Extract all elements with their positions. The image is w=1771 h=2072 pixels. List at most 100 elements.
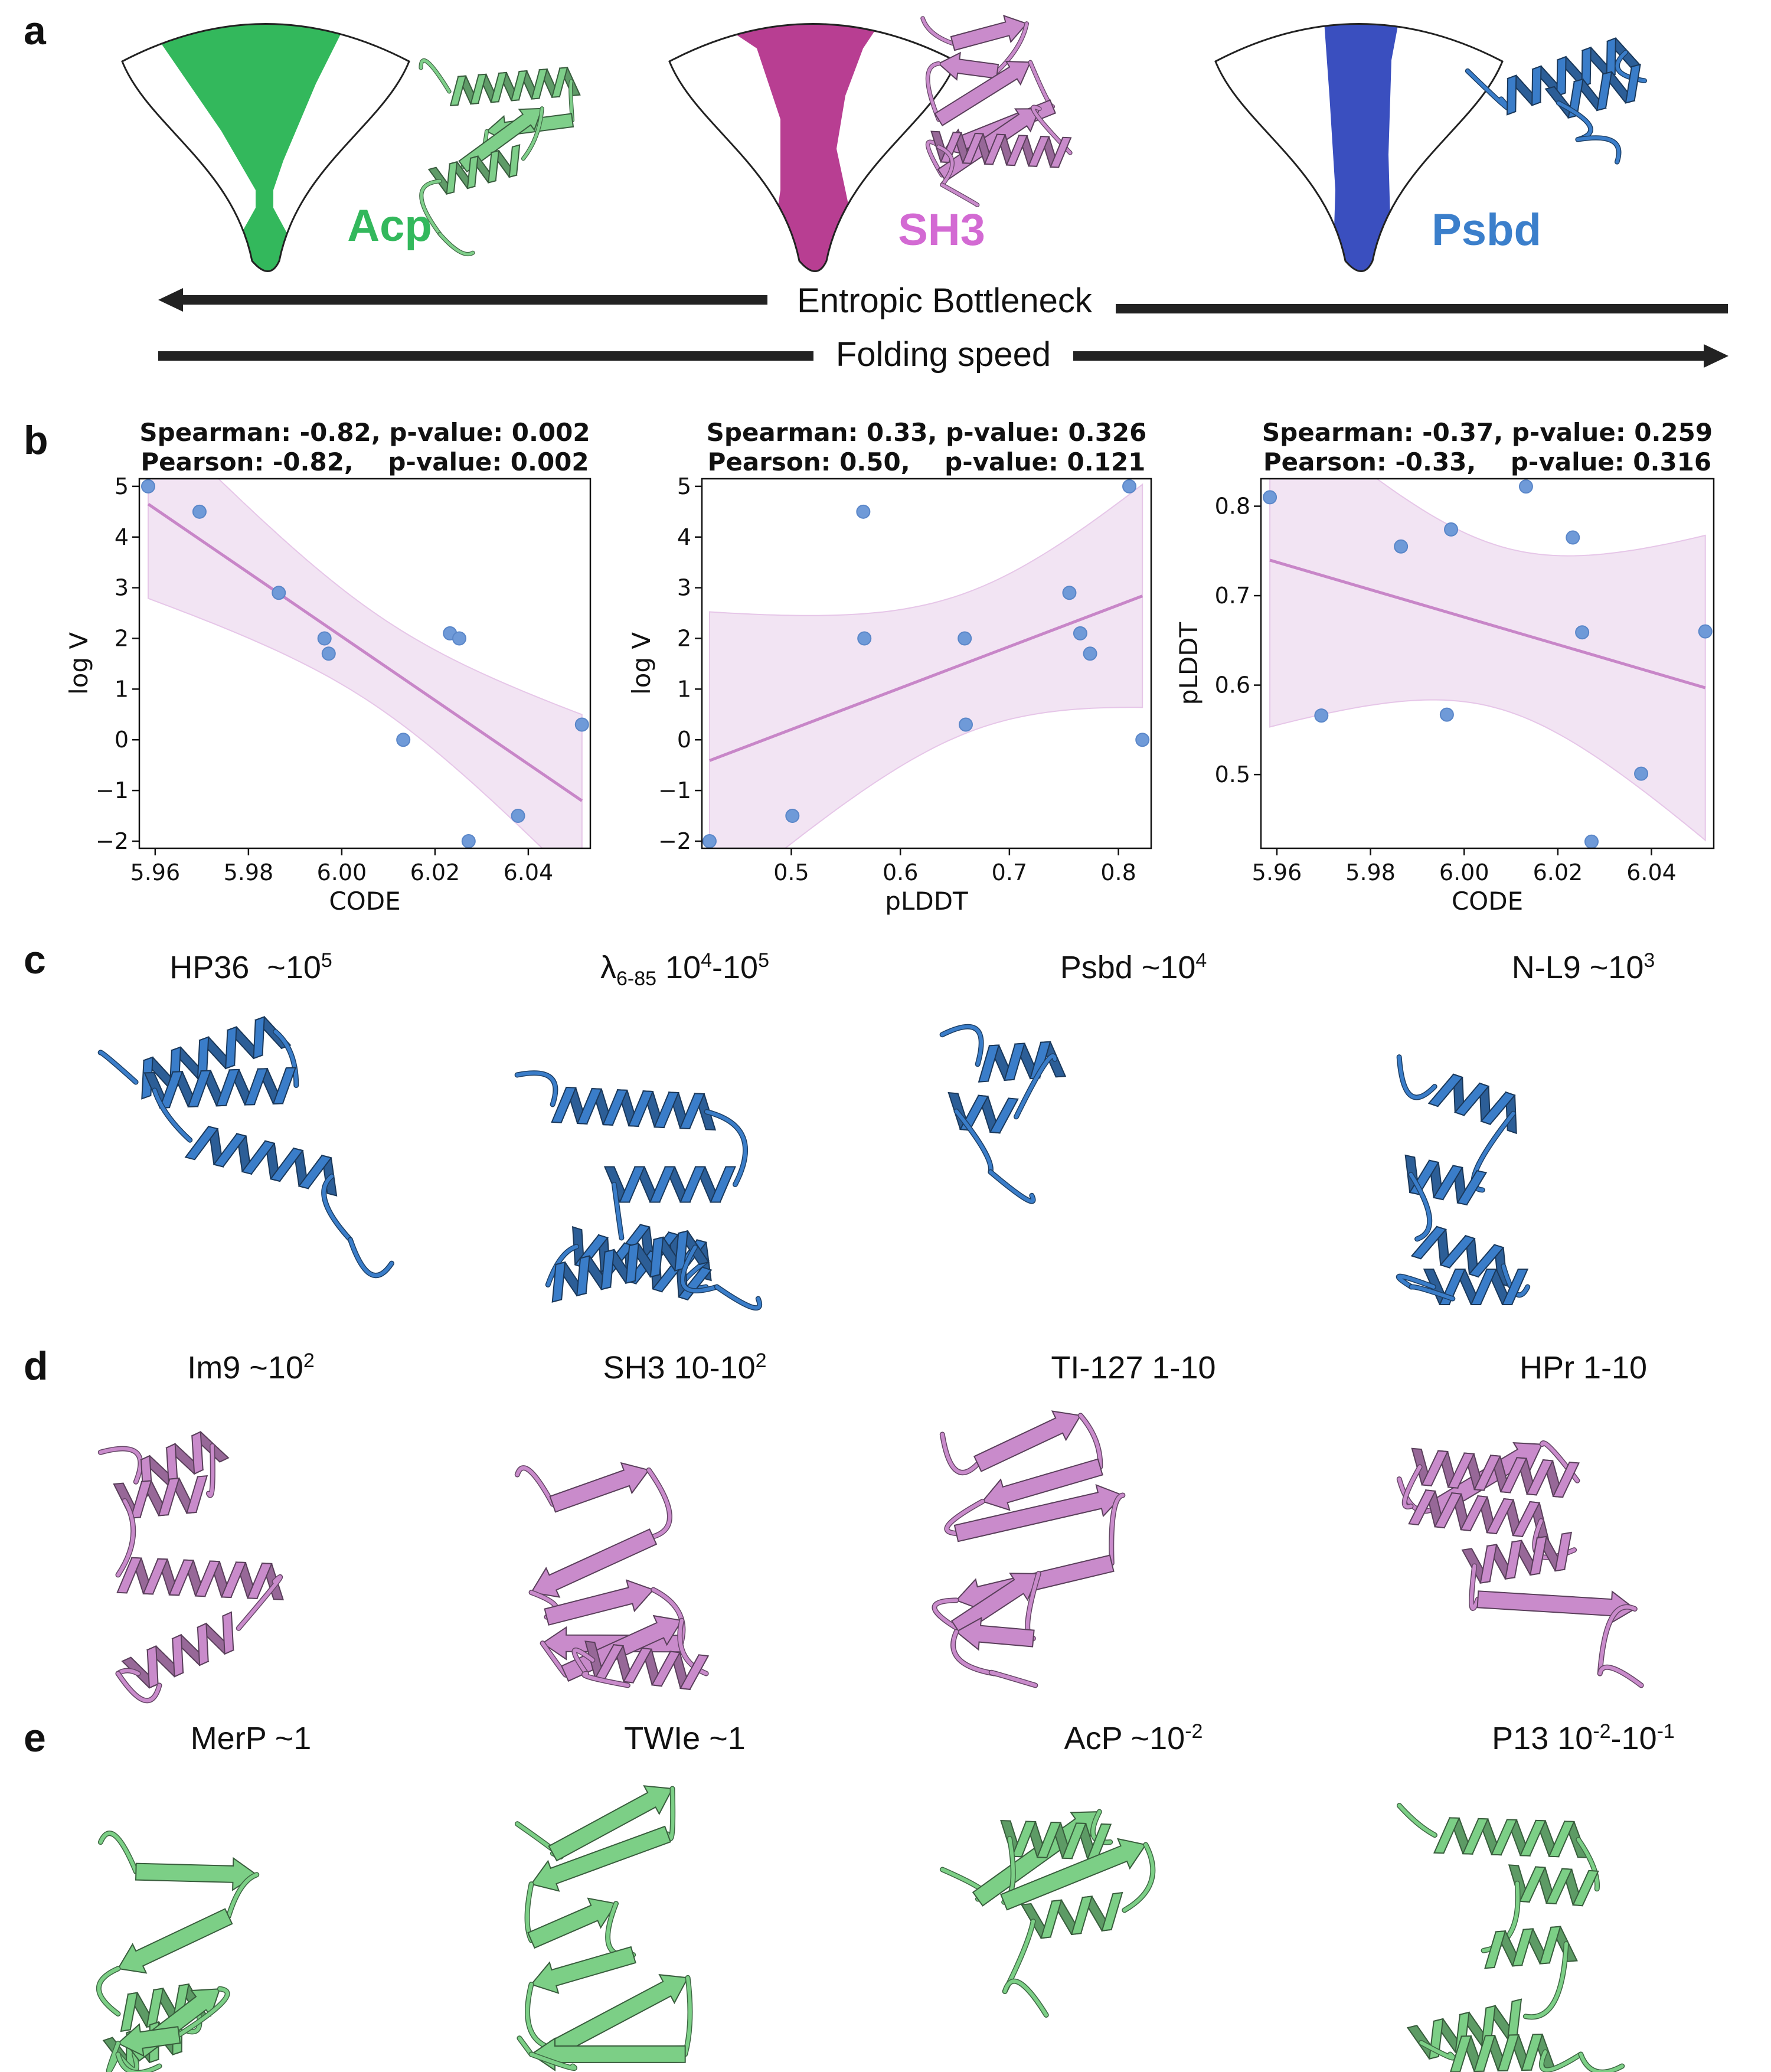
axes-frame <box>138 478 592 849</box>
folding-speed-label: Folding speed <box>827 338 1060 372</box>
data-point <box>321 646 336 661</box>
coil-loop <box>951 1630 996 1675</box>
protein-structure <box>97 1430 284 1704</box>
funnel-label-sh3: SH3 <box>898 205 985 255</box>
data-point <box>856 504 871 519</box>
y-tick-label: 5 <box>115 473 129 499</box>
title-text: MerP ~1 <box>190 1721 312 1756</box>
protein-structure <box>97 1016 394 1278</box>
protein-title: AcP ~10-2 <box>1064 1720 1203 1754</box>
protein-structure <box>514 1070 763 1311</box>
alpha-helix <box>1020 1891 1123 1939</box>
data-point <box>1698 624 1713 639</box>
y-tick-label: 1 <box>677 676 691 702</box>
x-tick-label: 6.02 <box>410 859 460 885</box>
y-tick-label: 0 <box>677 727 691 753</box>
x-axis-label: CODE <box>1452 887 1523 916</box>
y-tick-label: 0.7 <box>1215 583 1250 609</box>
chart-title-line: Spearman: 0.33, p-value: 0.326 <box>706 418 1147 447</box>
coil-loop <box>937 145 954 187</box>
x-tick-label: 6.02 <box>1533 859 1583 885</box>
title-text: -10 <box>1610 1721 1657 1756</box>
coil-loop <box>116 1499 135 1577</box>
x-tick-label: 0.6 <box>883 859 918 885</box>
title-text: TI-127 1-10 <box>1051 1350 1216 1385</box>
chart-title-line: Pearson: -0.33, p-value: 0.316 <box>1263 447 1712 476</box>
coil-loop <box>1014 1054 1057 1119</box>
x-tick-label: 6.00 <box>1439 859 1489 885</box>
coil-loop <box>1540 2050 1583 2072</box>
coil-loop <box>419 59 451 93</box>
data-point <box>1444 522 1459 537</box>
coil-loop <box>1524 1942 1569 2019</box>
y-tick-label: 4 <box>115 524 129 550</box>
coil-loop <box>1576 1838 1599 1891</box>
coil-loop <box>1109 1493 1125 1566</box>
data-point <box>702 834 717 848</box>
funnel-fill <box>1324 24 1400 272</box>
title-text: TWIe ~1 <box>624 1721 746 1756</box>
coil-loop <box>530 2053 577 2070</box>
beta-strand <box>117 2023 181 2057</box>
x-tick-label: 6.04 <box>504 859 554 885</box>
title-superscript: -2 <box>1185 1720 1203 1743</box>
coil-loop <box>420 179 442 236</box>
chart-title-line: Spearman: -0.82, p-value: 0.002 <box>139 418 590 447</box>
coil-loop <box>1397 1803 1437 1837</box>
title-text: HPr 1-10 <box>1519 1350 1648 1385</box>
y-tick-label: 3 <box>677 575 691 601</box>
beta-strand <box>117 1908 233 1974</box>
coil-loop <box>99 1831 138 1874</box>
coil-loop <box>99 1051 138 1084</box>
data-point <box>141 479 156 494</box>
y-tick-label: 0 <box>115 727 129 753</box>
beta-strand <box>549 1974 689 2057</box>
axes-frame <box>1260 478 1715 849</box>
protein-structure <box>939 1024 1067 1204</box>
x-tick-label: 0.5 <box>773 859 809 885</box>
coil-loop <box>921 17 955 45</box>
alpha-helix <box>1484 1926 1578 1969</box>
entropic-bottleneck-arrow <box>158 288 1728 313</box>
y-tick-label: 2 <box>115 625 129 651</box>
alpha-helix <box>603 1166 737 1203</box>
x-tick-label: 5.98 <box>1345 859 1396 885</box>
data-point <box>1263 490 1277 505</box>
x-tick-label: 6.04 <box>1626 859 1677 885</box>
coil-loop <box>955 1109 993 1174</box>
scatter-chart-2: 0.5 0.6 0.7 0.8 −2 −1 0 1 2 3 4 5 pLDDT log V <box>627 473 1152 916</box>
y-tick-label: 0.6 <box>1215 672 1250 698</box>
protein-title: N-L9 ~103 <box>1512 950 1655 983</box>
coil-loop <box>107 2041 120 2072</box>
alpha-helix <box>978 1041 1067 1083</box>
coil-loop <box>207 1444 215 1498</box>
scatter-chart-3: 5.96 5.98 6.00 6.02 6.04 0.5 0.6 0.7 0.8 CODE pLDD… <box>1174 478 1715 916</box>
coil-loop <box>940 1432 980 1475</box>
coil-loop <box>1419 2041 1455 2060</box>
protein-structure <box>514 1462 710 1691</box>
alpha-helix <box>1408 1489 1550 1541</box>
beta-strand <box>530 1528 658 1598</box>
title-text: Psbd ~10 <box>1060 950 1196 985</box>
alpha-helix <box>449 67 581 107</box>
protein-structure-sh3 <box>920 15 1073 207</box>
title-superscript: 2 <box>755 1349 767 1372</box>
beta-strand <box>934 60 1031 126</box>
coil-loop <box>1079 1413 1102 1469</box>
coil-loop <box>116 1672 161 1702</box>
y-axis-label: log V <box>627 632 656 695</box>
coil-loop <box>1409 1285 1455 1300</box>
funnel-outline <box>1214 23 1504 272</box>
beta-strand <box>530 1946 636 1994</box>
data-point <box>1584 834 1599 849</box>
regression-line <box>1269 558 1706 689</box>
beta-strand <box>458 107 543 173</box>
coil-loop <box>945 1499 985 1535</box>
data-point <box>958 631 972 646</box>
coil-loop <box>1397 1274 1436 1289</box>
data-point <box>574 717 589 732</box>
title-superscript: 5 <box>758 949 770 972</box>
energy-funnel-psbd <box>1214 23 1504 272</box>
coil-loop <box>705 1110 747 1187</box>
